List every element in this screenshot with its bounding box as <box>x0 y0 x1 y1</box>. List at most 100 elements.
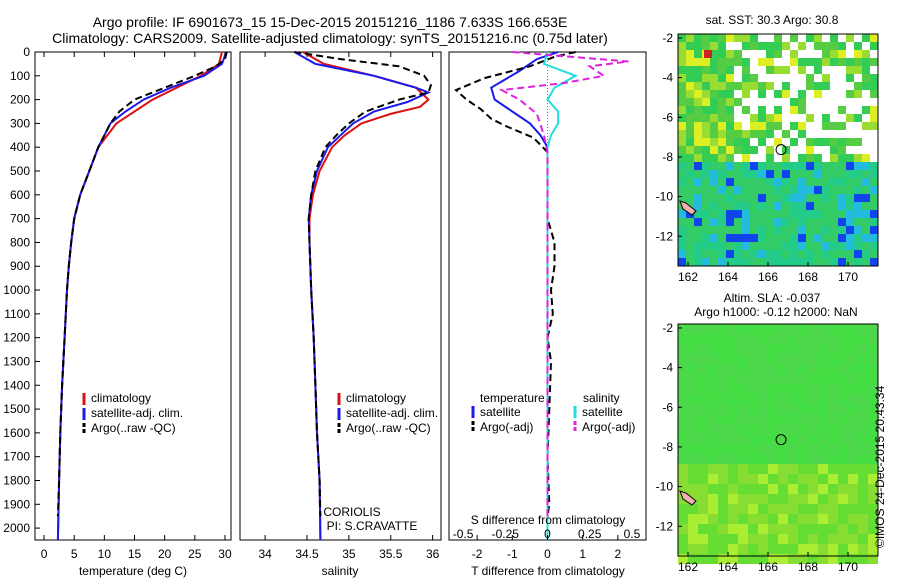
sst-cell <box>678 178 686 186</box>
sla-cell <box>828 534 838 544</box>
sla-cell <box>768 524 778 534</box>
sst-cell <box>862 154 870 162</box>
sla-cell <box>678 344 688 354</box>
sla-cell <box>818 504 828 514</box>
sst-cell <box>766 146 774 154</box>
sla-cell <box>838 464 848 474</box>
sla-cell <box>708 474 718 484</box>
sst-cell <box>702 82 710 90</box>
sst-cell <box>710 178 718 186</box>
sst-cell <box>854 114 862 122</box>
sst-cell <box>710 170 718 178</box>
sla-cell <box>798 474 808 484</box>
sla-cell <box>728 374 738 384</box>
sla-cell <box>788 464 798 474</box>
sst-cell <box>702 162 710 170</box>
sla-cell <box>738 354 748 364</box>
sla-cell <box>818 414 828 424</box>
sst-cell <box>838 202 846 210</box>
sla-cell <box>788 494 798 504</box>
sst-cell <box>766 66 774 74</box>
sst-cell <box>830 202 838 210</box>
sla-cell <box>798 414 808 424</box>
sst-cell <box>838 186 846 194</box>
map-x-tick-label-1: 164 <box>718 560 738 574</box>
sst-cell <box>830 234 838 242</box>
sla-cell <box>738 364 748 374</box>
sla-cell <box>778 364 788 374</box>
sla-cell <box>798 544 808 554</box>
sla-cell <box>858 354 868 364</box>
sst-cell <box>726 122 734 130</box>
sst-cell <box>798 130 806 138</box>
sst-cell <box>774 226 782 234</box>
sst-cell <box>870 242 878 250</box>
sla-cell <box>678 404 688 414</box>
sst-cell <box>862 34 870 42</box>
sla-cell <box>848 494 858 504</box>
sla-cell <box>708 364 718 374</box>
sst-cell <box>790 138 798 146</box>
sst-cell <box>694 162 702 170</box>
sla-cell <box>858 344 868 354</box>
sst-cell <box>742 106 750 114</box>
sst-cell <box>702 210 710 218</box>
sla-cell <box>728 454 738 464</box>
sst-cell <box>694 242 702 250</box>
sst-cell <box>854 138 862 146</box>
sst-cell <box>694 202 702 210</box>
sst-cell <box>854 162 862 170</box>
sla-cell <box>748 554 758 564</box>
map-y-tick-label-4: -10 <box>656 480 674 494</box>
sla-cell <box>678 374 688 384</box>
x-tick-label-1: 34.5 <box>295 547 319 561</box>
sst-cell <box>854 82 862 90</box>
sla-cell <box>808 484 818 494</box>
sla-cell <box>748 544 758 554</box>
sla-cell <box>688 484 698 494</box>
sst-cell <box>870 202 878 210</box>
sla-cell <box>818 554 828 564</box>
sst-cell <box>870 186 878 194</box>
sst-cell <box>734 210 742 218</box>
sla-cell <box>718 394 728 404</box>
sst-cell <box>710 66 718 74</box>
sst-cell <box>830 226 838 234</box>
sst-cell <box>758 58 766 66</box>
sla-cell <box>858 424 868 434</box>
sla-cell <box>828 424 838 434</box>
sla-cell <box>768 364 778 374</box>
sst-cell <box>782 82 790 90</box>
sla-cell <box>728 494 738 504</box>
sla-cell <box>788 474 798 484</box>
sst-cell <box>742 82 750 90</box>
sla-cell <box>718 404 728 414</box>
sla-cell <box>718 524 728 534</box>
sst-cell <box>790 122 798 130</box>
sla-cell <box>798 404 808 414</box>
sst-cell <box>710 50 718 58</box>
sst-cell <box>806 138 814 146</box>
sst-cell <box>742 66 750 74</box>
sst-cell <box>758 130 766 138</box>
sst-cell <box>846 194 854 202</box>
sla-cell <box>828 554 838 564</box>
sla-cell <box>828 504 838 514</box>
sst-cell <box>838 178 846 186</box>
sla-cell <box>688 394 698 404</box>
sst-cell <box>870 250 878 258</box>
sst-cell <box>870 234 878 242</box>
sla-cell <box>768 454 778 464</box>
legend-temp-entry-1: Argo(-adj) <box>480 420 533 434</box>
sst-cell <box>798 98 806 106</box>
sla-cell <box>698 344 708 354</box>
sst-cell <box>862 218 870 226</box>
sst-cell <box>718 210 726 218</box>
salinity-xlabel: salinity <box>322 564 359 578</box>
sla-cell <box>738 494 748 504</box>
diff-s-tick-label-2: 0 <box>544 527 551 541</box>
sst-cell <box>862 74 870 82</box>
sst-cell <box>806 186 814 194</box>
sst-cell <box>718 138 726 146</box>
sla-cell <box>768 384 778 394</box>
